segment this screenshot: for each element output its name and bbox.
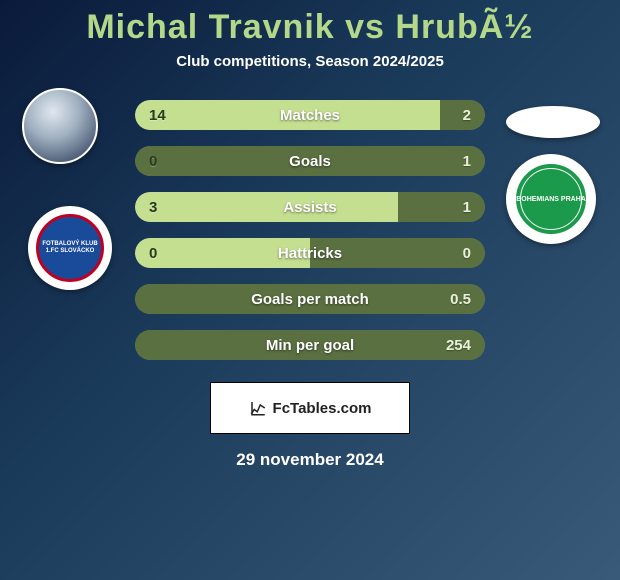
stat-row: 0 1 Goals xyxy=(135,146,485,176)
stat-value-right: 0 xyxy=(463,245,471,262)
stat-row: 14 2 Matches xyxy=(135,100,485,130)
stat-value-left: 14 xyxy=(149,107,166,124)
stat-label: Hattricks xyxy=(278,245,342,262)
club-left-badge: FOTBALOVÝ KLUB 1.FC SLOVÁCKO xyxy=(28,206,112,290)
stat-row: 254 Min per goal xyxy=(135,330,485,360)
infographic-container: Michal Travnik vs HrubÃ½ Club competitio… xyxy=(0,0,620,470)
title: Michal Travnik vs HrubÃ½ xyxy=(86,8,533,47)
chart-icon xyxy=(249,399,267,417)
stat-label: Assists xyxy=(283,199,336,216)
stat-value-right: 1 xyxy=(463,199,471,216)
club-right-text: BOHEMIANS PRAHA xyxy=(516,196,586,203)
stat-bars: 14 2 Matches 0 1 Goals 3 1 Assists 0 0 Hattricks 0.5… xyxy=(135,100,485,360)
stat-label: Goals xyxy=(289,153,331,170)
stat-row: 0.5 Goals per match xyxy=(135,284,485,314)
stat-value-left: 3 xyxy=(149,199,157,216)
club-left-text: FOTBALOVÝ KLUB 1.FC SLOVÁCKO xyxy=(39,241,101,254)
stat-value-right: 0.5 xyxy=(450,291,471,308)
subtitle: Club competitions, Season 2024/2025 xyxy=(176,53,444,70)
club-right-badge-inner: BOHEMIANS PRAHA xyxy=(514,162,588,236)
bar-fill-right xyxy=(398,192,486,222)
stat-value-right: 254 xyxy=(446,337,471,354)
player-right-photo xyxy=(506,106,600,138)
stat-value-right: 2 xyxy=(463,107,471,124)
club-right-badge: BOHEMIANS PRAHA xyxy=(506,154,596,244)
date-text: 29 november 2024 xyxy=(236,450,383,470)
attribution-text: FcTables.com xyxy=(273,400,372,417)
stat-label: Goals per match xyxy=(251,291,369,308)
stat-value-left: 0 xyxy=(149,153,157,170)
stat-value-left: 0 xyxy=(149,245,157,262)
stat-label: Min per goal xyxy=(266,337,354,354)
stat-row: 3 1 Assists xyxy=(135,192,485,222)
stat-row: 0 0 Hattricks xyxy=(135,238,485,268)
stat-label: Matches xyxy=(280,107,340,124)
attribution-box: FcTables.com xyxy=(210,382,410,434)
player-left-photo xyxy=(22,88,98,164)
stat-value-right: 1 xyxy=(463,153,471,170)
stats-area: FOTBALOVÝ KLUB 1.FC SLOVÁCKO BOHEMIANS P… xyxy=(0,100,620,360)
club-left-badge-inner: FOTBALOVÝ KLUB 1.FC SLOVÁCKO xyxy=(36,214,104,282)
bar-fill-left xyxy=(135,192,398,222)
